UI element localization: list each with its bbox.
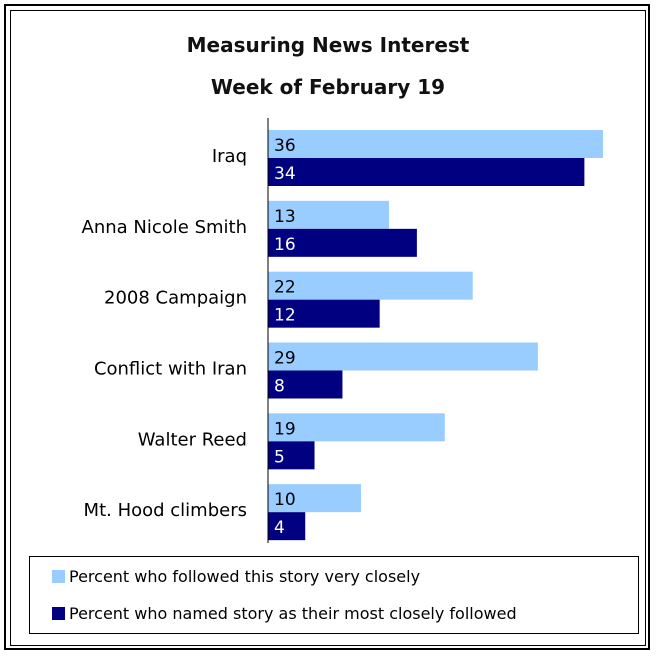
bar-series-2 [268, 370, 343, 399]
chart-frame-inner [10, 10, 646, 646]
data-label: 10 [274, 490, 296, 510]
bar-series-1 [268, 342, 538, 371]
data-label: 34 [274, 164, 296, 184]
legend: Percent who followed this story very clo… [29, 556, 639, 634]
chart-frame-outer [4, 4, 650, 650]
data-label: 36 [274, 136, 296, 156]
bar-series-2 [268, 228, 417, 257]
legend-label-series-2: Percent who named story as their most cl… [69, 604, 517, 623]
category-label: Anna Nicole Smith [82, 217, 247, 238]
legend-swatch-series-2 [52, 607, 65, 620]
legend-label-series-1: Percent who followed this story very clo… [69, 567, 421, 586]
chart-title: Measuring News Interest [186, 33, 470, 57]
bar-series-1 [268, 271, 473, 300]
category-label: Conflict with Iran [94, 359, 247, 380]
category-label: Walter Reed [138, 429, 247, 450]
category-label: 2008 Campaign [104, 288, 247, 309]
legend-item-series-2: Percent who named story as their most cl… [52, 604, 517, 623]
bar-series-2 [268, 441, 315, 470]
bar-series-2 [268, 512, 306, 541]
data-label: 13 [274, 207, 296, 227]
chart-subtitle: Week of February 19 [210, 75, 446, 99]
data-label: 22 [274, 278, 296, 298]
bar-series-2 [268, 299, 380, 328]
bar-series-1 [268, 130, 603, 158]
data-label: 29 [274, 349, 296, 369]
data-label: 12 [274, 306, 296, 326]
data-label: 8 [274, 377, 285, 397]
bar-series-2 [268, 158, 585, 186]
category-label: Iraq [212, 146, 247, 167]
data-label: 19 [274, 419, 296, 439]
data-label: 5 [274, 447, 285, 467]
bar-series-1 [268, 413, 445, 442]
bar-series-1 [268, 200, 389, 229]
data-label: 16 [274, 235, 296, 255]
bar-series-1 [268, 484, 362, 513]
legend-item-series-1: Percent who followed this story very clo… [52, 567, 420, 586]
data-label: 4 [274, 518, 285, 538]
category-label: Mt. Hood climbers [84, 500, 247, 521]
legend-swatch-series-1 [52, 570, 65, 583]
